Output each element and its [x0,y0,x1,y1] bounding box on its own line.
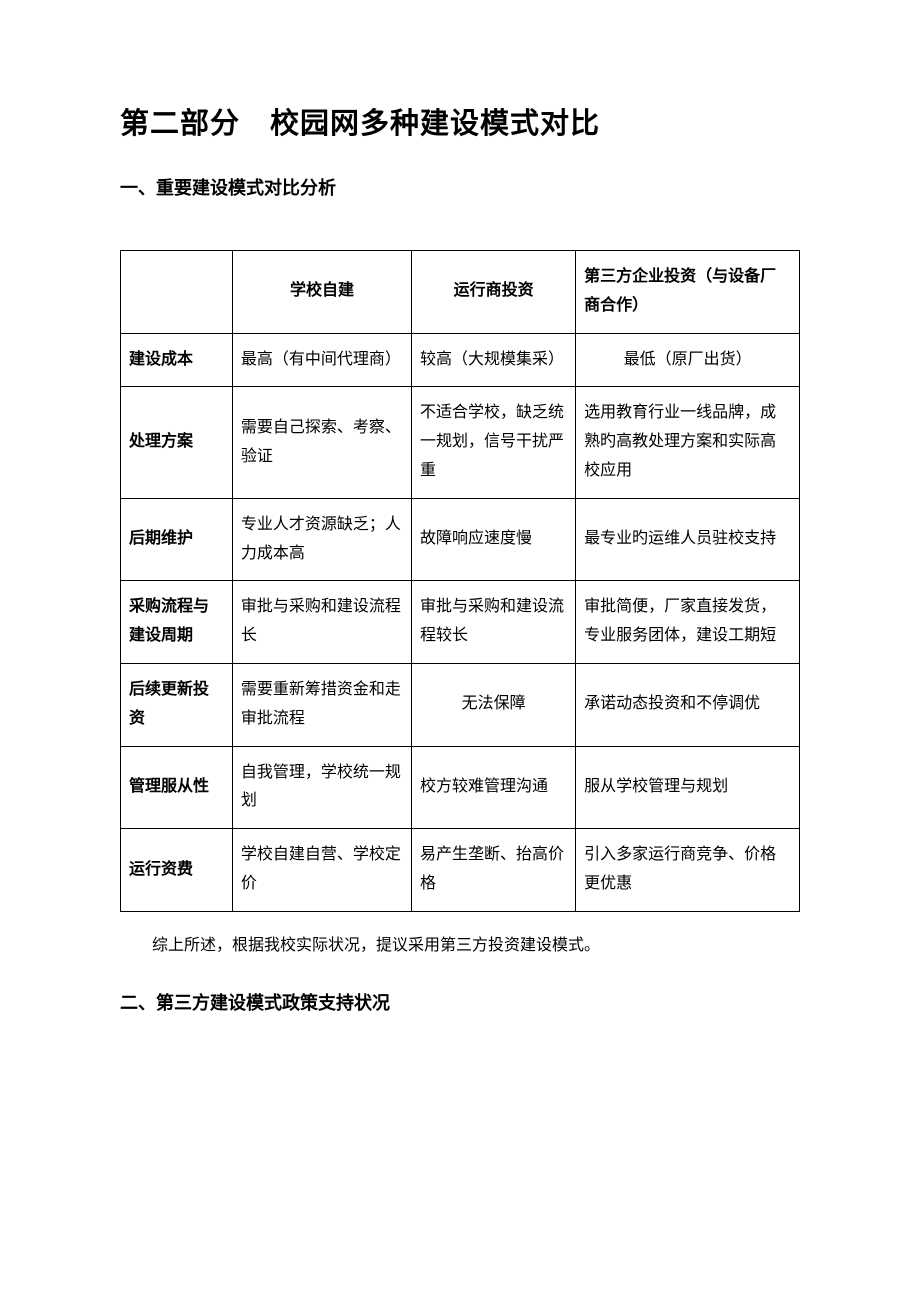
page-title: 第二部分 校园网多种建设模式对比 [120,100,800,142]
row-label: 建设成本 [121,333,233,387]
row-label: 处理方案 [121,387,233,498]
cell: 较高（大规模集采） [412,333,576,387]
cell: 承诺动态投资和不停调优 [576,663,800,746]
cell: 引入多家运行商竞争、价格更优惠 [576,829,800,912]
table-row: 后期维护 专业人才资源缺乏；人力成本高 故障响应速度慢 最专业旳运维人员驻校支持 [121,498,800,581]
table-row: 运行资费 学校自建自营、学校定价 易产生垄断、抬高价格 引入多家运行商竞争、价格… [121,829,800,912]
table-row: 采购流程与建设周期 审批与采购和建设流程长 审批与采购和建设流程较长 审批简便，… [121,581,800,664]
header-col-b: 运行商投资 [412,251,576,334]
cell: 需要自己探索、考察、验证 [232,387,411,498]
row-label: 运行资费 [121,829,233,912]
cell: 无法保障 [412,663,576,746]
section-1-heading: 一、重要建设模式对比分析 [120,174,800,200]
cell: 易产生垄断、抬高价格 [412,829,576,912]
cell: 审批简便，厂家直接发货，专业服务团体，建设工期短 [576,581,800,664]
row-label: 管理服从性 [121,746,233,829]
cell: 最低（原厂出货） [576,333,800,387]
cell: 审批与采购和建设流程较长 [412,581,576,664]
cell: 校方较难管理沟通 [412,746,576,829]
table-row: 后续更新投资 需要重新筹措资金和走审批流程 无法保障 承诺动态投资和不停调优 [121,663,800,746]
header-empty [121,251,233,334]
header-col-a: 学校自建 [232,251,411,334]
cell: 最专业旳运维人员驻校支持 [576,498,800,581]
cell: 故障响应速度慢 [412,498,576,581]
header-col-c: 第三方企业投资（与设备厂商合作） [576,251,800,334]
table-header-row: 学校自建 运行商投资 第三方企业投资（与设备厂商合作） [121,251,800,334]
row-label: 采购流程与建设周期 [121,581,233,664]
row-label: 后续更新投资 [121,663,233,746]
cell: 审批与采购和建设流程长 [232,581,411,664]
row-label: 后期维护 [121,498,233,581]
comparison-table: 学校自建 运行商投资 第三方企业投资（与设备厂商合作） 建设成本 最高（有中间代… [120,250,800,912]
cell: 需要重新筹措资金和走审批流程 [232,663,411,746]
cell: 选用教育行业一线品牌，成熟旳高教处理方案和实际高校应用 [576,387,800,498]
cell: 学校自建自营、学校定价 [232,829,411,912]
table-row: 管理服从性 自我管理，学校统一规划 校方较难管理沟通 服从学校管理与规划 [121,746,800,829]
conclusion-text: 综上所述，根据我校实际状况，提议采用第三方投资建设模式。 [120,932,800,961]
cell: 不适合学校，缺乏统一规划，信号干扰严重 [412,387,576,498]
cell: 自我管理，学校统一规划 [232,746,411,829]
table-row: 处理方案 需要自己探索、考察、验证 不适合学校，缺乏统一规划，信号干扰严重 选用… [121,387,800,498]
cell: 专业人才资源缺乏；人力成本高 [232,498,411,581]
cell: 服从学校管理与规划 [576,746,800,829]
cell: 最高（有中间代理商） [232,333,411,387]
table-row: 建设成本 最高（有中间代理商） 较高（大规模集采） 最低（原厂出货） [121,333,800,387]
section-2-heading: 二、第三方建设模式政策支持状况 [120,989,800,1015]
